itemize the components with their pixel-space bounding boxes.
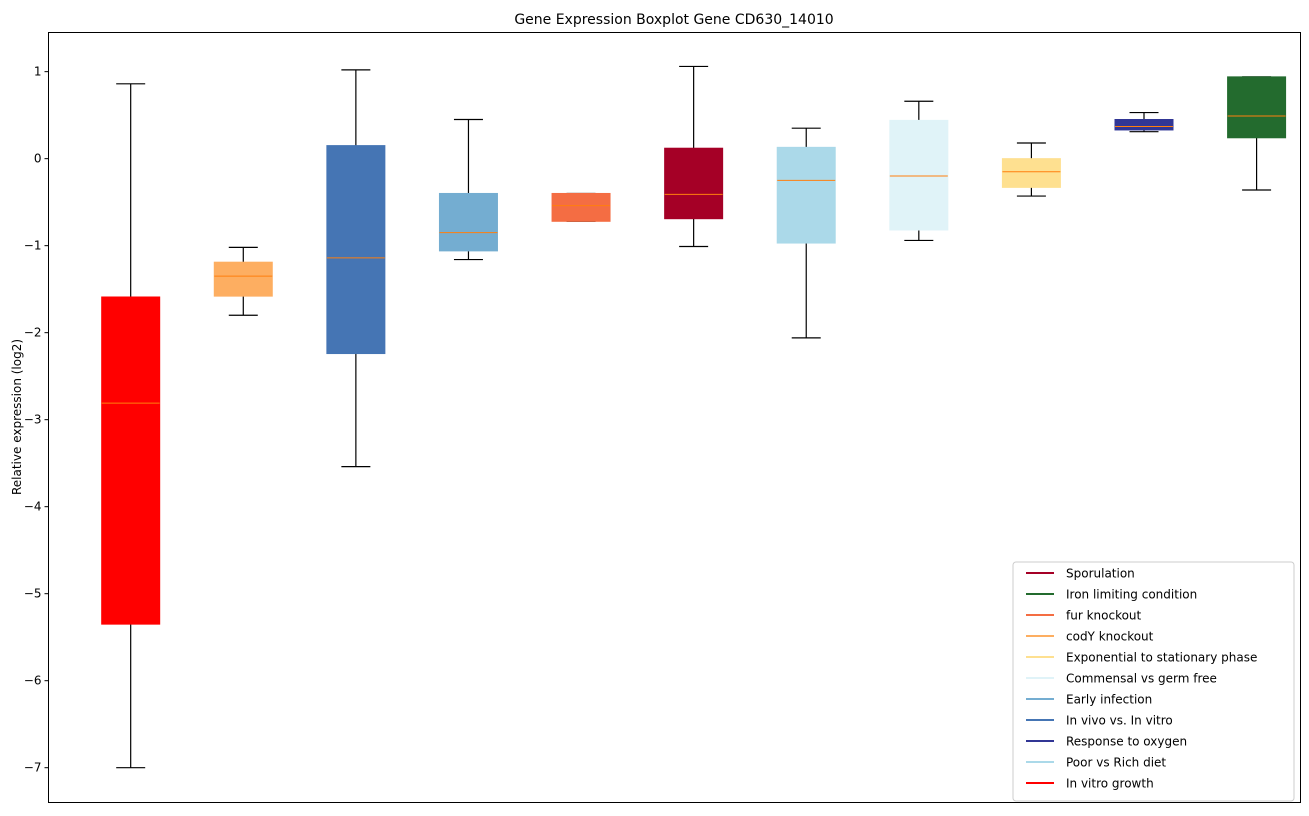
- legend-item: Sporulation: [1026, 567, 1135, 581]
- axes-frame: [48, 32, 1301, 803]
- legend-label: Early infection: [1066, 693, 1152, 707]
- legend-label: In vivo vs. In vitro: [1066, 714, 1173, 728]
- box-iqr: [551, 192, 611, 222]
- y-tick-label: −1: [24, 239, 42, 253]
- y-axis-ticks: 1 0 −1 −2 −3 −4 −5 −6 −7: [24, 65, 49, 775]
- box-iron-limiting-condition: [1227, 76, 1287, 191]
- legend-label: fur knockout: [1066, 609, 1142, 623]
- legend-label: Response to oxygen: [1066, 735, 1187, 749]
- legend-item: Exponential to stationary phase: [1026, 651, 1257, 665]
- legend-item: fur knockout: [1026, 609, 1142, 623]
- box-exponential-to-stationary-phase: [1001, 142, 1061, 197]
- box-iqr: [1114, 119, 1174, 131]
- y-tick-label: −4: [24, 500, 42, 514]
- y-tick-label: −2: [24, 326, 42, 340]
- legend-item: In vitro growth: [1026, 777, 1154, 791]
- box-fur-knockout: [551, 192, 611, 222]
- legend-item: Early infection: [1026, 693, 1152, 707]
- legend-box: [1012, 561, 1295, 802]
- box-early-infection: [438, 118, 498, 261]
- chart-title: Gene Expression Boxplot Gene CD630_14010: [514, 12, 833, 28]
- box-response-to-oxygen: [1114, 111, 1174, 133]
- legend-label: Sporulation: [1066, 567, 1135, 581]
- box-commensal-vs-germ-free: [889, 100, 949, 242]
- legend-label: Poor vs Rich diet: [1066, 756, 1166, 770]
- box-cody-knockout: [213, 246, 273, 316]
- legend-label: codY knockout: [1066, 630, 1154, 644]
- box-iqr: [101, 296, 161, 625]
- box-iqr: [776, 146, 836, 244]
- y-tick-label: 1: [34, 65, 42, 79]
- box-in-vivo-vs-in-vitro: [326, 69, 386, 468]
- box-iqr: [326, 145, 386, 355]
- y-tick-label: 0: [34, 152, 42, 166]
- y-tick-label: −7: [24, 761, 42, 775]
- box-iqr: [213, 261, 273, 297]
- y-tick-label: −3: [24, 413, 42, 427]
- box-poor-vs-rich-diet: [776, 127, 836, 339]
- legend-item: In vivo vs. In vitro: [1026, 714, 1173, 728]
- legend: Sporulation Iron limiting condition fur kn…: [1012, 561, 1295, 802]
- legend-label: Commensal vs germ free: [1066, 672, 1217, 686]
- y-tick-label: −6: [24, 674, 42, 688]
- y-axis-label: Relative expression (log2): [10, 339, 24, 495]
- boxes-group: [101, 65, 1287, 769]
- legend-item: Poor vs Rich diet: [1026, 756, 1166, 770]
- legend-item: Response to oxygen: [1026, 735, 1187, 749]
- legend-label: Iron limiting condition: [1066, 588, 1197, 602]
- box-iqr: [664, 147, 724, 220]
- y-tick-label: −5: [24, 587, 42, 601]
- box-iqr: [1227, 76, 1287, 139]
- legend-item: Iron limiting condition: [1026, 588, 1197, 602]
- box-iqr: [889, 119, 949, 231]
- box-iqr: [438, 192, 498, 252]
- box-sporulation: [664, 65, 724, 248]
- box-iqr: [1001, 158, 1061, 188]
- legend-item: codY knockout: [1026, 630, 1154, 644]
- box-in-vitro-growth: [101, 83, 161, 769]
- legend-label: Exponential to stationary phase: [1066, 651, 1257, 665]
- legend-label: In vitro growth: [1066, 777, 1154, 791]
- legend-item: Commensal vs germ free: [1026, 672, 1217, 686]
